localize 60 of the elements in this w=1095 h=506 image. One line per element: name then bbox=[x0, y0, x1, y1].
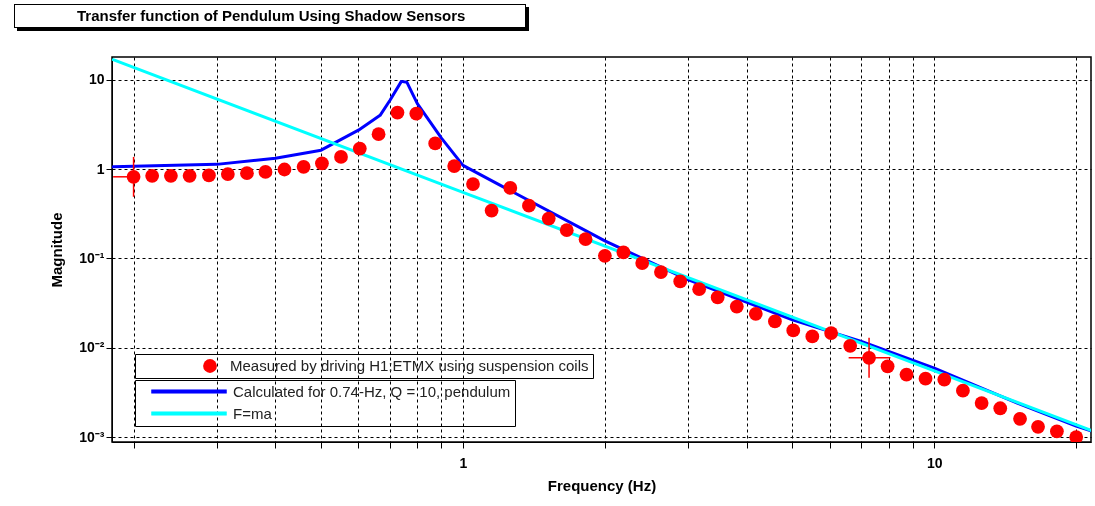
point bbox=[240, 166, 254, 181]
point bbox=[578, 232, 593, 247]
point bbox=[447, 159, 462, 173]
point bbox=[1069, 430, 1084, 442]
point bbox=[729, 299, 744, 314]
point bbox=[258, 165, 273, 179]
point bbox=[1013, 411, 1027, 426]
point bbox=[768, 314, 782, 329]
point bbox=[880, 359, 895, 374]
point bbox=[956, 383, 970, 398]
legend-label: Measured by driving H1:ETMX using suspension coils bbox=[230, 357, 589, 374]
point bbox=[182, 168, 197, 183]
y-tick-label: 10 bbox=[88, 71, 105, 88]
point bbox=[466, 177, 480, 191]
point bbox=[597, 248, 612, 263]
point bbox=[692, 282, 707, 297]
point bbox=[786, 323, 801, 338]
point bbox=[334, 150, 348, 164]
point bbox=[824, 326, 839, 340]
point bbox=[220, 167, 235, 181]
point bbox=[993, 401, 1008, 416]
point bbox=[805, 329, 820, 344]
point bbox=[1050, 424, 1064, 439]
point bbox=[296, 159, 311, 174]
point bbox=[710, 290, 725, 305]
point bbox=[654, 265, 668, 279]
point bbox=[409, 106, 424, 121]
point bbox=[616, 245, 631, 260]
point bbox=[1031, 419, 1045, 434]
point bbox=[202, 168, 216, 183]
point bbox=[974, 396, 989, 410]
point bbox=[145, 168, 160, 183]
point bbox=[428, 136, 443, 151]
point bbox=[673, 274, 688, 289]
y-tick-label: 1 bbox=[96, 160, 105, 177]
point bbox=[937, 372, 952, 387]
point bbox=[559, 223, 574, 238]
chart-title: Transfer function of Pendulum Using Shadow Sensors bbox=[14, 4, 527, 28]
point bbox=[277, 162, 292, 177]
point bbox=[484, 203, 499, 218]
point bbox=[390, 105, 405, 120]
point bbox=[315, 156, 329, 171]
y-tick-label: 10⁻¹ bbox=[79, 249, 105, 266]
x-axis-title: Frequency (Hz) bbox=[547, 476, 657, 494]
point bbox=[541, 211, 556, 226]
y-axis-title: Magnitude bbox=[48, 212, 66, 288]
point bbox=[352, 141, 367, 156]
point bbox=[899, 367, 914, 382]
y-tick-label: 10⁻² bbox=[79, 339, 105, 356]
point bbox=[163, 168, 178, 183]
y-tick-label: 10⁻³ bbox=[79, 428, 105, 445]
legend-label: Calculated for 0.74-Hz, Q = 10, pendulum bbox=[233, 382, 511, 400]
point bbox=[503, 181, 518, 195]
point bbox=[522, 198, 536, 213]
point bbox=[748, 306, 763, 321]
point bbox=[918, 371, 933, 386]
point bbox=[843, 338, 858, 353]
point bbox=[635, 256, 650, 270]
point bbox=[371, 127, 386, 142]
legend-label: F=ma bbox=[233, 404, 273, 422]
